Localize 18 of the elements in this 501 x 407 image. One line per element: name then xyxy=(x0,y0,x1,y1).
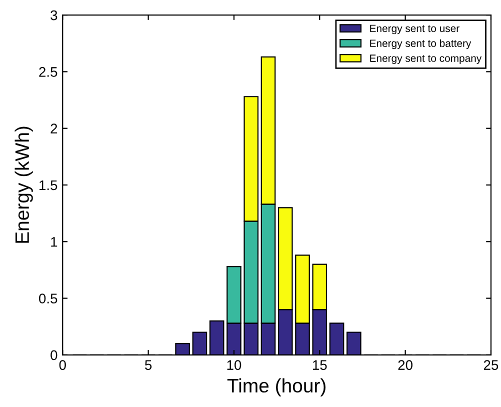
x-tick-label: 25 xyxy=(484,360,498,370)
legend-label: Energy sent to company xyxy=(370,54,482,64)
y-tick-label: 0 xyxy=(50,350,58,360)
y-tick-label: 2.5 xyxy=(39,67,58,77)
y-tick-label: 3 xyxy=(50,10,58,20)
x-tick-label: 20 xyxy=(398,360,412,370)
x-tick-label: 15 xyxy=(312,360,327,370)
x-axis-title: Time (hour) xyxy=(227,378,326,396)
x-tick-label: 0 xyxy=(59,360,66,370)
x-tick-label: 10 xyxy=(227,360,242,370)
x-tick-label: 5 xyxy=(144,360,152,370)
legend-label: Energy sent to user xyxy=(370,24,460,34)
y-tick-label: 2 xyxy=(50,124,58,134)
y-axis-title: Energy (kWh) xyxy=(14,126,33,243)
legend-label: Energy sent to battery xyxy=(370,39,472,50)
y-tick-label: 1.5 xyxy=(40,180,58,190)
y-tick-label: 1 xyxy=(51,237,58,247)
y-tick-label: 0.5 xyxy=(39,294,58,304)
